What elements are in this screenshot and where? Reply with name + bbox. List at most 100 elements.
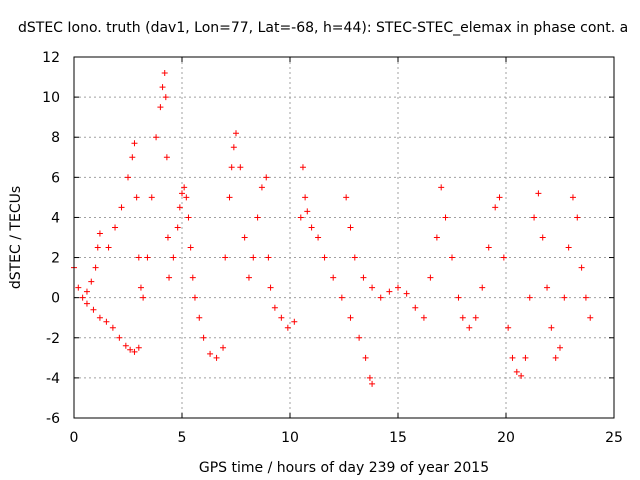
- y-tick-label: 6: [51, 170, 60, 186]
- data-point: [299, 164, 306, 171]
- data-point: [526, 294, 533, 301]
- data-point: [112, 224, 119, 231]
- data-point: [207, 350, 214, 357]
- data-point: [183, 194, 190, 201]
- data-point: [96, 230, 103, 237]
- x-tick-label: 10: [281, 430, 299, 446]
- data-point: [131, 348, 138, 355]
- data-point: [157, 104, 164, 111]
- y-tick-label: 0: [51, 291, 60, 307]
- data-point: [92, 264, 99, 271]
- x-tick-label: 0: [70, 430, 79, 446]
- data-point: [420, 314, 427, 321]
- data-point: [258, 184, 265, 191]
- data-point: [144, 254, 151, 261]
- data-point: [565, 244, 572, 251]
- data-point: [148, 194, 155, 201]
- data-point: [569, 194, 576, 201]
- y-tick-label: 8: [51, 130, 60, 146]
- grid: [74, 57, 614, 418]
- x-tick-label: 25: [605, 430, 623, 446]
- data-point: [75, 284, 82, 291]
- data-point: [284, 324, 291, 331]
- data-point: [369, 284, 376, 291]
- data-point: [271, 304, 278, 311]
- y-tick-label: 12: [42, 50, 60, 66]
- data-point: [129, 154, 136, 161]
- data-point: [492, 204, 499, 211]
- data-point: [137, 284, 144, 291]
- data-point: [578, 264, 585, 271]
- data-point: [343, 194, 350, 201]
- data-point: [472, 314, 479, 321]
- data-point: [230, 144, 237, 151]
- data-point: [163, 154, 170, 161]
- data-point: [347, 224, 354, 231]
- data-point: [304, 208, 311, 215]
- x-tick-label: 20: [497, 430, 515, 446]
- data-point: [250, 254, 257, 261]
- data-point: [174, 224, 181, 231]
- y-tick-label: 10: [42, 90, 60, 106]
- data-point: [582, 294, 589, 301]
- data-point: [302, 194, 309, 201]
- data-point: [196, 314, 203, 321]
- data-point: [237, 164, 244, 171]
- data-point: [505, 324, 512, 331]
- data-point: [94, 244, 101, 251]
- data-point: [176, 204, 183, 211]
- data-point: [522, 354, 529, 361]
- data-point: [386, 288, 393, 295]
- data-point: [181, 184, 188, 191]
- data-point: [162, 94, 169, 101]
- data-point: [459, 314, 466, 321]
- data-point: [403, 290, 410, 297]
- y-tick-label: 2: [51, 251, 60, 267]
- data-point: [105, 244, 112, 251]
- data-point: [548, 324, 555, 331]
- data-point: [263, 174, 270, 181]
- data-point: [369, 380, 376, 387]
- y-tick-label: -2: [46, 331, 60, 347]
- data-point: [427, 274, 434, 281]
- chart-title: dSTEC Iono. truth (dav1, Lon=77, Lat=-68…: [18, 20, 628, 36]
- data-point: [153, 134, 160, 141]
- data-point: [166, 274, 173, 281]
- data-point: [412, 304, 419, 311]
- plot-frame: [73, 56, 615, 419]
- data-point: [362, 354, 369, 361]
- data-point: [135, 254, 142, 261]
- data-point: [552, 354, 559, 361]
- data-point: [278, 314, 285, 321]
- data-point: [315, 234, 322, 241]
- x-axis-label: GPS time / hours of day 239 of year 2015: [199, 460, 489, 476]
- data-point: [88, 278, 95, 285]
- data-point: [96, 314, 103, 321]
- data-point: [83, 288, 90, 295]
- data-point: [116, 334, 123, 341]
- data-point: [220, 344, 227, 351]
- data-point: [509, 354, 516, 361]
- data-point: [485, 244, 492, 251]
- data-point: [395, 284, 401, 291]
- data-point: [308, 224, 315, 231]
- data-point: [222, 254, 229, 261]
- data-point: [267, 284, 274, 291]
- axis-ticks: 0 5 10 15 20 25 -6 -4 -2 0 2 4 6 8 10 12: [42, 50, 623, 446]
- data-point: [118, 204, 125, 211]
- data-point: [131, 140, 138, 147]
- data-point: [544, 284, 551, 291]
- data-point: [254, 214, 261, 221]
- data-point: [442, 214, 449, 221]
- data-point: [338, 294, 345, 301]
- data-point: [164, 234, 171, 241]
- data-point: [191, 294, 198, 301]
- data-point: [449, 254, 455, 261]
- data-point: [500, 254, 507, 261]
- data-point: [179, 190, 185, 197]
- data-point: [213, 354, 220, 361]
- data-point: [479, 284, 486, 291]
- data-point: [496, 194, 503, 201]
- data-point: [360, 274, 367, 281]
